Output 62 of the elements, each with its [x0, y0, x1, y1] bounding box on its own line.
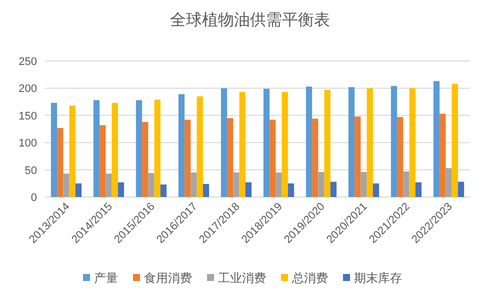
bar: [397, 117, 404, 197]
bar: [220, 88, 228, 197]
bar: [360, 172, 367, 197]
bar: [263, 88, 270, 197]
bar: [403, 171, 410, 197]
y-tick-label: 150: [18, 110, 37, 122]
bar: [57, 128, 64, 197]
bar: [440, 114, 446, 197]
legend-label: 食用消费: [144, 271, 192, 285]
bar: [288, 183, 294, 197]
bar: [452, 84, 458, 197]
bar: [306, 86, 312, 197]
bar: [348, 87, 355, 197]
y-tick-label: 0: [30, 192, 37, 204]
bar: [409, 88, 416, 197]
bar: [366, 88, 373, 197]
bar: [184, 120, 191, 197]
bar: [270, 120, 276, 197]
bar: [148, 173, 154, 197]
bar: [458, 182, 464, 197]
legend-label: 期末库存: [354, 271, 402, 285]
bar: [142, 122, 148, 197]
legend-label: 产量: [94, 271, 118, 285]
bar: [112, 102, 118, 197]
bar: [312, 118, 318, 197]
bar: [190, 172, 197, 197]
bar: [136, 100, 142, 197]
bar: [276, 172, 282, 197]
chart-title: 全球植物油供需平衡表: [170, 11, 330, 29]
bar: [372, 183, 380, 197]
y-tick-label: 100: [18, 138, 37, 150]
bar: [100, 125, 106, 197]
bar: [233, 172, 240, 197]
bar: [227, 118, 234, 197]
bar: [178, 94, 185, 197]
y-tick-label: 50: [24, 164, 37, 177]
bar: [106, 174, 112, 197]
bar: [245, 182, 252, 197]
bar: [415, 182, 422, 197]
bar: [202, 184, 210, 197]
legend-label: 工业消费: [218, 271, 266, 285]
y-tick-label: 200: [18, 83, 37, 96]
bar: [196, 96, 203, 197]
bar: [75, 183, 82, 197]
bar: [354, 116, 361, 197]
bar: [93, 100, 100, 197]
bar: [433, 81, 440, 197]
bar: [154, 100, 160, 197]
legend-label: 总消费: [291, 271, 328, 285]
bar: [160, 184, 167, 197]
y-tick-label: 250: [18, 56, 37, 68]
bar: [330, 182, 337, 197]
bar: [318, 172, 324, 197]
bar: [282, 92, 288, 197]
bar: [390, 86, 398, 197]
bar: [446, 168, 452, 197]
bar: [324, 90, 330, 197]
bar: [118, 182, 124, 197]
bar: [50, 102, 58, 197]
bar: [63, 174, 70, 197]
bar: [69, 106, 76, 197]
bar: [239, 92, 246, 197]
